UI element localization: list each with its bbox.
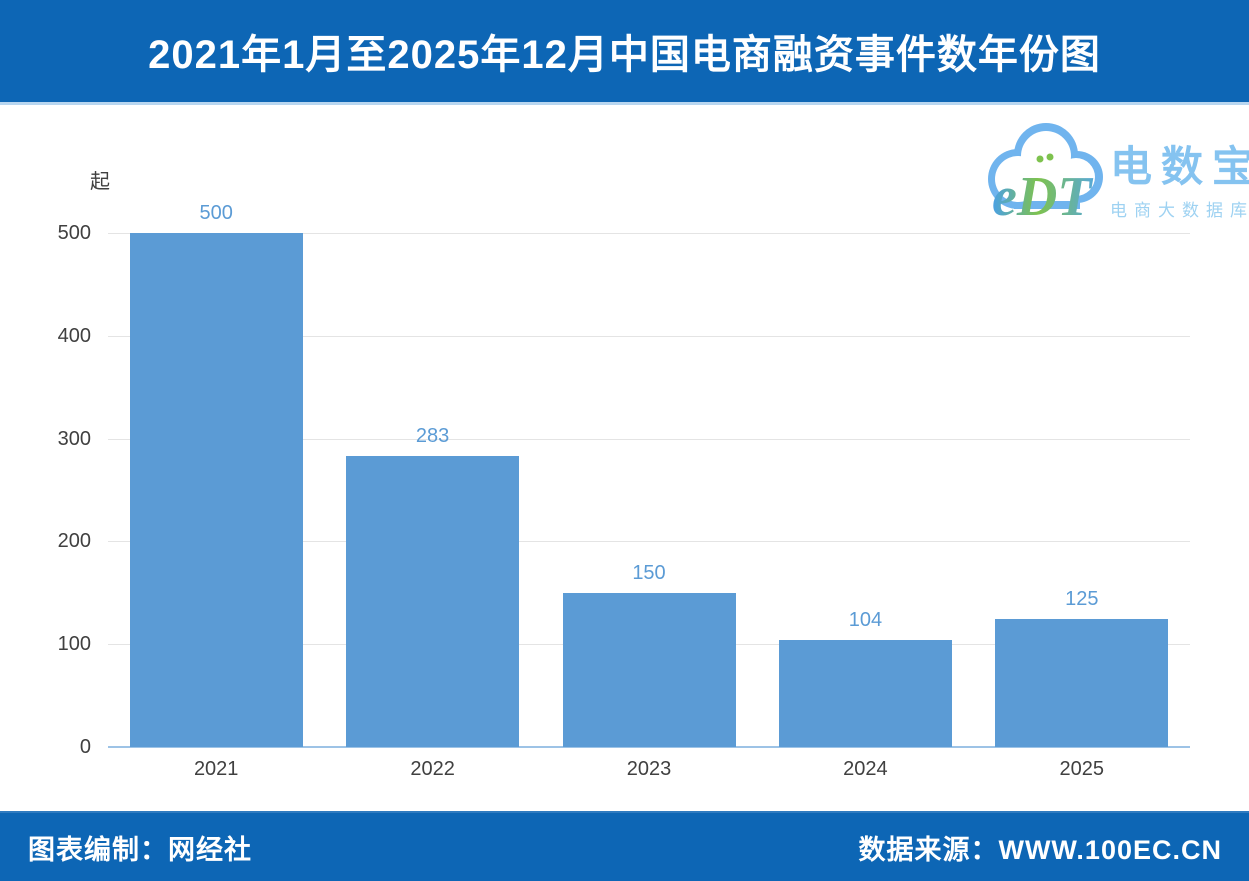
bar-2024 xyxy=(778,640,952,747)
bar-value-label: 104 xyxy=(848,609,883,632)
gridline-400 xyxy=(108,335,1190,337)
edt-monogram: eDT xyxy=(992,166,1094,228)
logo-name: 电数宝 xyxy=(1110,142,1249,190)
logo-text: 电数宝 电商大数据库 xyxy=(1110,125,1249,221)
x-axis-label: 2024 xyxy=(843,758,888,780)
x-axis-line xyxy=(108,746,1190,748)
bar-value-label: 500 xyxy=(199,202,233,224)
bar-2021 xyxy=(129,233,303,747)
y-tick-label: 0 xyxy=(79,736,91,758)
chart-title: 2021年1月至2025年12月中国电商融资事件数年份图 xyxy=(148,33,1101,77)
x-axis-label: 2021 xyxy=(193,758,239,780)
footer-bar: 图表编制：网经社 数据来源：WWW.100EC.CN xyxy=(0,811,1249,881)
x-axis-label: 2023 xyxy=(626,758,672,780)
x-axis-label: 2025 xyxy=(1059,758,1105,780)
footer-credit: 图表编制：网经社 xyxy=(28,834,252,865)
title-bar: 2021年1月至2025年12月中国电商融资事件数年份图 xyxy=(0,0,1249,105)
x-axis-label: 2022 xyxy=(410,758,455,780)
bar-2022 xyxy=(346,456,520,747)
y-axis-unit-label: 起 xyxy=(90,171,110,193)
cloud-logo-icon: eDT xyxy=(988,122,1103,228)
y-tick-label: 500 xyxy=(57,222,91,244)
bar-2025 xyxy=(995,618,1169,747)
gridline-500 xyxy=(108,233,1190,234)
y-tick-label: 200 xyxy=(57,530,91,553)
gridline-300 xyxy=(108,438,1190,440)
y-tick-label: 300 xyxy=(57,427,91,450)
bar-value-label: 150 xyxy=(632,561,666,584)
edt-logo: eDT 电数宝 电商大数据库 xyxy=(980,110,1249,235)
gridline-200 xyxy=(108,541,1190,543)
bar-value-label: 125 xyxy=(1065,587,1099,610)
y-tick-label: 100 xyxy=(57,633,91,656)
y-tick-label: 400 xyxy=(57,324,91,347)
logo-subtitle: 电商大数据库 xyxy=(1110,200,1249,220)
bar-chart-area: eDT 电数宝 电商大数据库 起 0 100 200 300 400 500 500 2021… xyxy=(0,105,1249,811)
footer-source: 数据来源：WWW.100EC.CN xyxy=(858,834,1222,865)
bar-2023 xyxy=(562,592,736,747)
bar-value-label: 283 xyxy=(415,425,450,448)
